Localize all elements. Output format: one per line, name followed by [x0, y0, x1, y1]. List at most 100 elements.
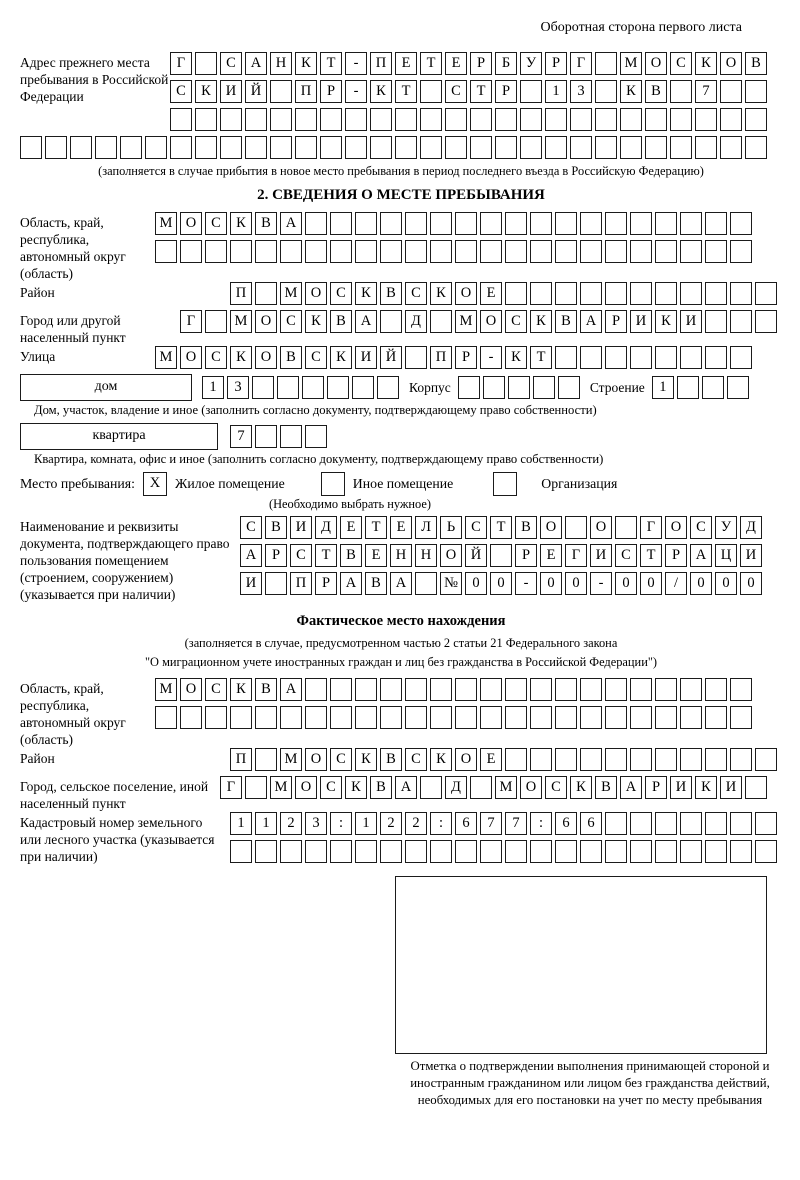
char-cell: О: [180, 678, 202, 701]
char-cell: Е: [395, 52, 417, 75]
char-cell: [95, 136, 117, 159]
char-cell: С: [280, 310, 302, 333]
char-cell: [730, 212, 752, 235]
char-cell: №: [440, 572, 462, 595]
char-cell: И: [590, 544, 612, 567]
char-cell: [680, 240, 702, 263]
char-cell: Р: [265, 544, 287, 567]
char-cell: [495, 136, 517, 159]
char-cell: [505, 678, 527, 701]
confirmation-stamp-box: [395, 876, 767, 1054]
char-cell: [255, 840, 277, 863]
char-cell: [680, 840, 702, 863]
region-label: Область, край, республика, автономный ок…: [20, 215, 126, 281]
char-cell: К: [195, 80, 217, 103]
char-cell: Р: [320, 80, 342, 103]
char-cell: О: [520, 776, 542, 799]
char-cell: [330, 212, 352, 235]
char-cell: К: [355, 748, 377, 771]
char-cell: К: [505, 346, 527, 369]
char-cell: [580, 706, 602, 729]
char-cell: К: [345, 776, 367, 799]
char-cell: [705, 678, 727, 701]
char-cell: [655, 840, 677, 863]
char-cell: :: [330, 812, 352, 835]
char-cell: [352, 376, 374, 399]
char-cell: [605, 840, 627, 863]
char-cell: [605, 346, 627, 369]
char-cell: 1: [255, 812, 277, 835]
apartment-type-box: квартира: [20, 423, 218, 450]
char-cell: С: [405, 748, 427, 771]
char-cell: К: [355, 282, 377, 305]
char-cell: [420, 776, 442, 799]
char-cell: П: [230, 748, 252, 771]
char-cell: [270, 80, 292, 103]
char-cell: Р: [515, 544, 537, 567]
char-cell: [265, 572, 287, 595]
char-cell: С: [220, 52, 242, 75]
char-cell: [645, 136, 667, 159]
char-cell: [705, 240, 727, 263]
char-cell: [505, 282, 527, 305]
char-cell: И: [220, 80, 242, 103]
char-cell: Н: [415, 544, 437, 567]
char-cell: К: [695, 776, 717, 799]
char-cell: [555, 346, 577, 369]
char-cell: Т: [365, 516, 387, 539]
char-cell: [470, 136, 492, 159]
char-cell: [676, 376, 699, 399]
char-cell: [580, 212, 602, 235]
char-cell: С: [545, 776, 567, 799]
char-cell: О: [480, 310, 502, 333]
char-cell: [205, 310, 227, 333]
korpus-label: Корпус: [409, 380, 451, 395]
char-cell: [155, 240, 177, 263]
char-cell: К: [655, 310, 677, 333]
char-cell: [455, 840, 477, 863]
actual-location-title: Фактическое место нахождения: [296, 613, 506, 629]
char-cell: Е: [390, 516, 412, 539]
char-cell: [520, 108, 542, 131]
char-cell: М: [495, 776, 517, 799]
apartment-note: Квартира, комната, офис и иное (заполнит…: [34, 452, 604, 466]
char-cell: И: [290, 516, 312, 539]
char-cell: 3: [227, 376, 249, 399]
region-row-2: [155, 240, 755, 263]
char-cell: [277, 376, 299, 399]
char-cell: Р: [605, 310, 627, 333]
char-cell: Е: [365, 544, 387, 567]
char-cell: 0: [740, 572, 762, 595]
char-cell: С: [330, 748, 352, 771]
char-cell: [555, 748, 577, 771]
char-cell: [745, 80, 767, 103]
char-cell: [480, 840, 502, 863]
char-cell: [470, 108, 492, 131]
char-cell: А: [580, 310, 602, 333]
char-cell: 1: [202, 376, 224, 399]
char-cell: [405, 678, 427, 701]
char-cell: [530, 282, 552, 305]
char-cell: [355, 706, 377, 729]
char-cell: [630, 212, 652, 235]
char-cell: [755, 282, 777, 305]
char-cell: Г: [570, 52, 592, 75]
char-cell: [655, 212, 677, 235]
char-cell: [730, 812, 752, 835]
char-cell: А: [395, 776, 417, 799]
char-cell: Р: [455, 346, 477, 369]
char-cell: О: [455, 748, 477, 771]
char-cell: Н: [270, 52, 292, 75]
char-cell: [520, 136, 542, 159]
char-cell: -: [480, 346, 502, 369]
char-cell: [430, 678, 452, 701]
char-cell: О: [665, 516, 687, 539]
char-cell: У: [520, 52, 542, 75]
char-cell: :: [530, 812, 552, 835]
char-cell: Д: [445, 776, 467, 799]
char-cell: [605, 212, 627, 235]
char-cell: [195, 108, 217, 131]
